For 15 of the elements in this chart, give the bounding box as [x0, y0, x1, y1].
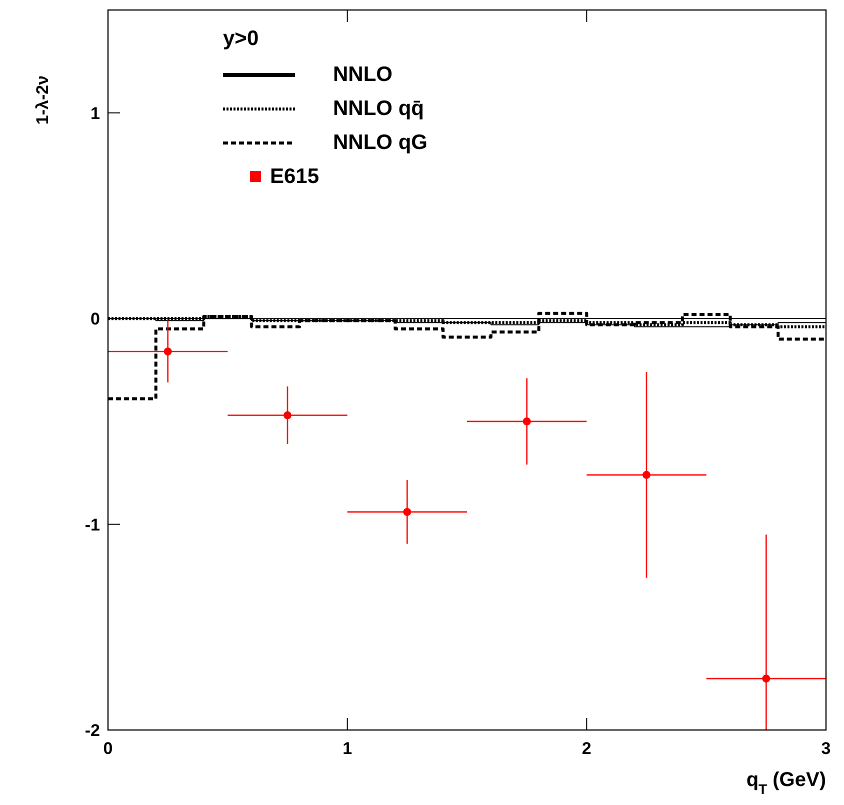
y-tick-label: 0 [90, 310, 100, 329]
x-axis-title: q$_{T}$ (GeV) [746, 769, 826, 797]
y-tick-label: -1 [84, 515, 100, 534]
x-tick-label: 0 [103, 739, 113, 758]
legend-label: NNLO qG [333, 131, 428, 154]
y-axis-title: 1-λ-2ν [33, 75, 52, 125]
legend-label: NNLO [333, 63, 392, 86]
legend-label: E615 [270, 165, 320, 188]
x-tick-label: 2 [582, 739, 592, 758]
y-tick-label: 1 [90, 104, 100, 123]
legend-title: y>0 [223, 27, 259, 50]
x-tick-label: 3 [821, 739, 831, 758]
legend-label: NNLO qq̄ [333, 97, 424, 120]
y-tick-label: -2 [84, 721, 100, 740]
x-tick-label: 1 [342, 739, 352, 758]
